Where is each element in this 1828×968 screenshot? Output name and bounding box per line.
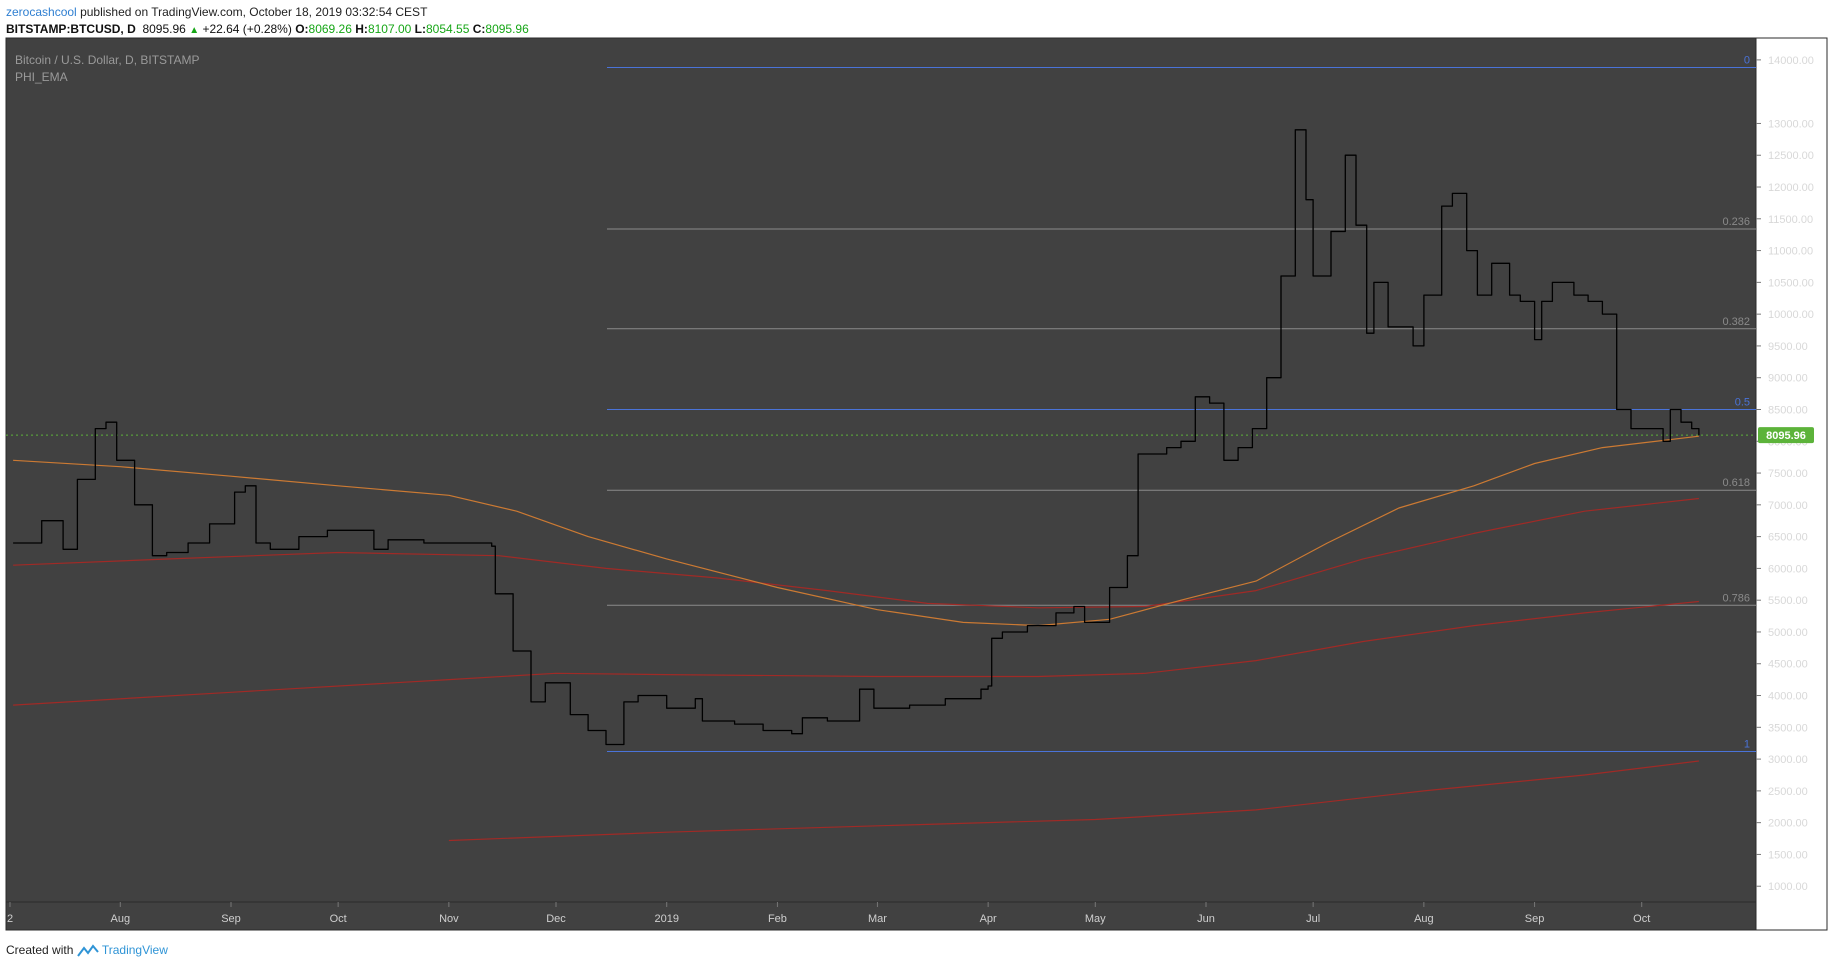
y-tick-label: 12500.00	[1768, 150, 1814, 162]
x-tick-label: Sep	[1525, 913, 1545, 925]
y-tick-label: 2500.00	[1768, 786, 1808, 798]
y-tick-label: 7000.00	[1768, 500, 1808, 512]
y-tick-label: 10000.00	[1768, 309, 1814, 321]
x-tick-label: Jul	[1306, 913, 1320, 925]
close-value: 8095.96	[485, 22, 529, 36]
open-label: O:	[295, 22, 309, 36]
last-value: 8095.96	[142, 22, 186, 36]
tradingview-logo-icon	[76, 944, 99, 957]
y-tick-label: 6000.00	[1768, 563, 1808, 575]
fib-level-label: 0.382	[1722, 316, 1750, 328]
last-price-badge	[1758, 427, 1814, 444]
x-tick-label: Oct	[1633, 913, 1650, 925]
ema-red-1-series-line	[13, 497, 1699, 609]
ema-red-2-series-line	[13, 600, 1699, 706]
author-link[interactable]: zerocashcool	[6, 5, 77, 19]
x-tick-label: May	[1085, 913, 1106, 925]
y-tick-label: 10500.00	[1768, 277, 1814, 289]
change-value: +22.64 (+0.28%)	[202, 22, 292, 36]
chart-title: Bitcoin / U.S. Dollar, D, BITSTAMP	[15, 53, 200, 67]
high-value: 8107.00	[367, 22, 412, 36]
fib-level-label: 0	[1744, 55, 1750, 67]
x-tick-label: Mar	[868, 913, 887, 925]
price-series-line	[13, 129, 1700, 746]
plot-area	[6, 38, 1756, 930]
y-tick-label: 9500.00	[1768, 341, 1808, 353]
last-price-badge-label: 8095.96	[1766, 430, 1806, 442]
x-tick-label: Dec	[546, 913, 566, 925]
y-tick-label: 13000.00	[1768, 118, 1814, 130]
open-value: 8069.26	[308, 22, 352, 36]
fib-level-label: 0.5	[1735, 396, 1750, 408]
y-tick-label: 4000.00	[1768, 691, 1808, 703]
y-tick-label: 6500.00	[1768, 532, 1808, 544]
y-tick-label: 3000.00	[1768, 754, 1808, 766]
y-tick-label: 9000.00	[1768, 373, 1808, 385]
x-tick-label: Oct	[330, 913, 347, 925]
symbol-header: BITSTAMP:BTCUSD, D 8095.96 ▲ +22.64 (+0.…	[6, 22, 529, 36]
y-tick-label: 7500.00	[1768, 468, 1808, 480]
fib-level-label: 1	[1744, 738, 1750, 750]
x-tick-label: Sep	[221, 913, 241, 925]
y-tick-label: 3500.00	[1768, 722, 1808, 734]
publish-header: zerocashcool published on TradingView.co…	[6, 5, 427, 19]
x-tick-label: Aug	[1414, 913, 1434, 925]
created-with-label: Created with	[6, 943, 74, 957]
publish-info: published on TradingView.com, October 18…	[80, 5, 428, 19]
high-label: H:	[355, 22, 368, 36]
footer: Created with TradingView	[6, 943, 168, 958]
symbol-label: BITSTAMP:BTCUSD, D	[6, 22, 136, 36]
x-tick-label: Jun	[1197, 913, 1215, 925]
tradingview-link[interactable]: TradingView	[101, 943, 168, 957]
y-tick-label: 5500.00	[1768, 595, 1808, 607]
y-tick-label: 11500.00	[1768, 214, 1813, 226]
x-tick-label: 2	[7, 913, 13, 925]
close-label: C:	[472, 22, 486, 36]
low-label: L:	[414, 22, 426, 36]
fib-level-label: 0.786	[1722, 592, 1750, 604]
x-tick-label: Feb	[768, 913, 787, 925]
ema-red-3-series-line	[448, 760, 1699, 842]
y-tick-label: 12000.00	[1768, 182, 1814, 194]
x-tick-label: Apr	[980, 913, 997, 925]
y-tick-label: 11000.00	[1768, 246, 1813, 258]
y-tick-label: 4500.00	[1768, 659, 1808, 671]
y-tick-label: 1500.00	[1768, 849, 1808, 861]
y-tick-label: 14000.00	[1768, 55, 1814, 67]
x-tick-label: 2019	[654, 913, 678, 925]
low-value: 8054.55	[426, 22, 470, 36]
x-tick-label: Aug	[110, 913, 130, 925]
y-tick-label: 2000.00	[1768, 818, 1808, 830]
up-arrow-icon: ▲	[189, 25, 200, 36]
y-tick-label: 1000.00	[1768, 881, 1808, 893]
x-tick-label: Nov	[439, 913, 459, 925]
fib-level-label: 0.236	[1722, 216, 1750, 228]
ema-orange-series-line	[13, 435, 1699, 627]
indicator-label: PHI_EMA	[15, 70, 68, 84]
fib-level-label: 0.618	[1722, 477, 1750, 489]
y-tick-label: 8500.00	[1768, 404, 1808, 416]
y-tick-label: 5000.00	[1768, 627, 1808, 639]
chart-border	[5, 37, 1828, 931]
